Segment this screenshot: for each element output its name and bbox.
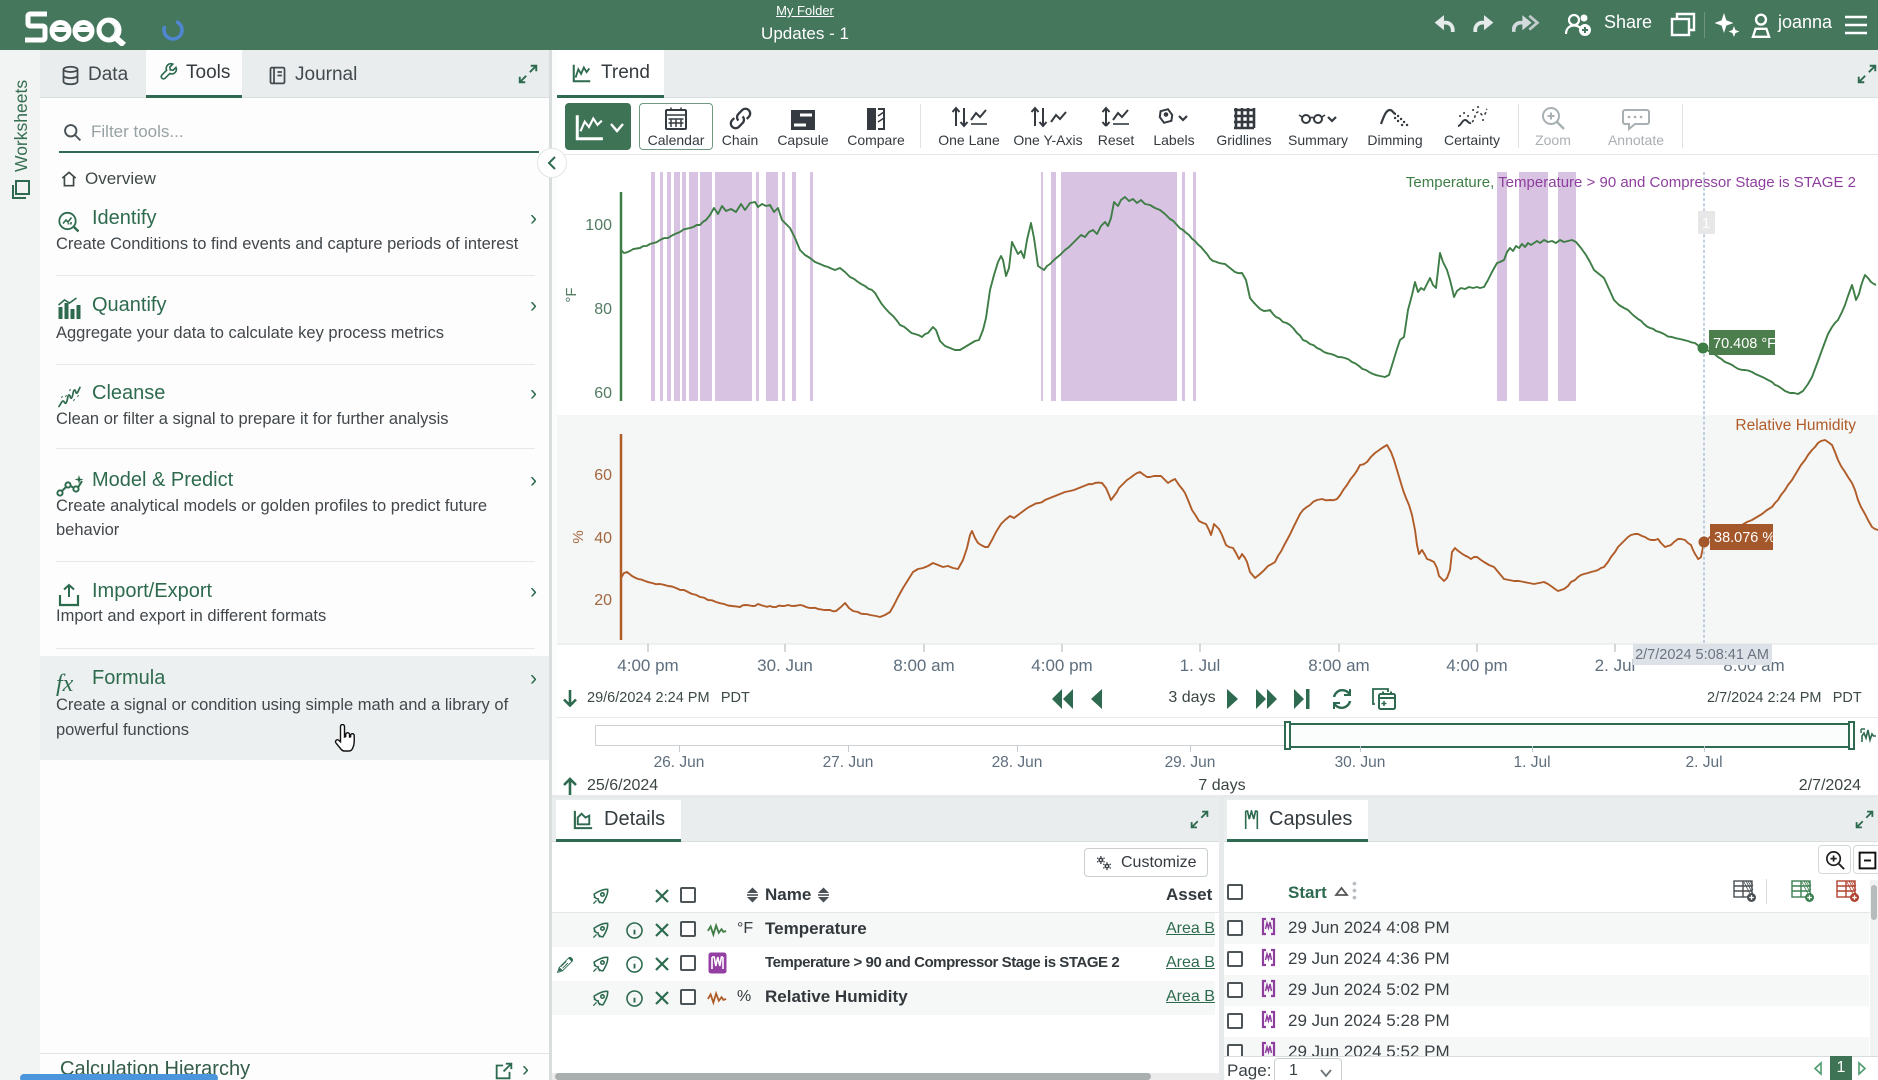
svg-text:4:00 pm: 4:00 pm	[1446, 656, 1507, 675]
svg-text:°F: °F	[563, 287, 580, 302]
svg-text:100: 100	[585, 217, 612, 234]
svg-text:1. Jul: 1. Jul	[1180, 656, 1221, 675]
svg-text:Relative Humidity: Relative Humidity	[1735, 417, 1856, 434]
svg-text:60: 60	[594, 467, 612, 484]
svg-text:8:00 am: 8:00 am	[1308, 656, 1369, 675]
svg-text:40: 40	[594, 530, 612, 547]
svg-text:2. Jul: 2. Jul	[1595, 656, 1636, 675]
svg-text:38.076 %: 38.076 %	[1714, 530, 1775, 546]
svg-text:1: 1	[1702, 215, 1710, 232]
svg-text:Worksheets: Worksheets	[11, 80, 31, 172]
svg-text:8:00 am: 8:00 am	[893, 656, 954, 675]
svg-text:4:00 pm: 4:00 pm	[617, 656, 678, 675]
svg-text:60: 60	[594, 385, 612, 402]
svg-text:70.408 °F: 70.408 °F	[1713, 336, 1776, 352]
svg-text:4:00 pm: 4:00 pm	[1031, 656, 1092, 675]
svg-text:Temperature, Temperature > 90: Temperature, Temperature > 90 and Compre…	[1406, 174, 1856, 191]
svg-text:30. Jun: 30. Jun	[757, 656, 813, 675]
svg-text:fx: fx	[56, 671, 74, 696]
svg-text:20: 20	[594, 592, 612, 609]
svg-text:2/7/2024 5:08:41 AM: 2/7/2024 5:08:41 AM	[1635, 647, 1769, 663]
svg-text:%: %	[570, 530, 587, 543]
svg-text:80: 80	[594, 301, 612, 318]
